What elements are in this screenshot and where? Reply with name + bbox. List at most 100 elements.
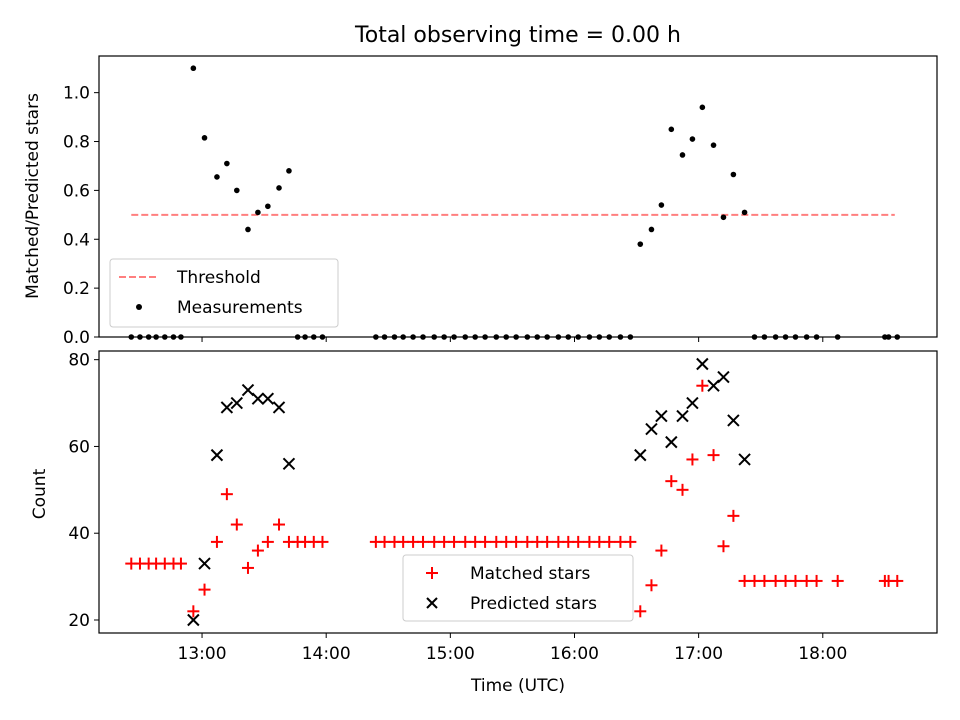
predicted-star-stroke bbox=[230, 396, 244, 410]
matched-star-point bbox=[634, 605, 647, 618]
matched-star-point bbox=[707, 449, 720, 462]
matched-star-point bbox=[187, 605, 200, 618]
predicted-star-point bbox=[727, 414, 740, 427]
legend-matched-swatch bbox=[426, 567, 438, 579]
predicted-star-stroke bbox=[272, 401, 286, 414]
matched-star-point bbox=[758, 574, 771, 587]
predicted-star-stroke bbox=[251, 392, 265, 405]
measurement-point bbox=[699, 104, 706, 111]
bottom-legend: Matched stars Predicted stars bbox=[402, 554, 634, 622]
measurement-point bbox=[276, 185, 282, 191]
xtick-label: 17:00 bbox=[674, 644, 723, 664]
measurement-point bbox=[689, 136, 696, 142]
predicted-star-stroke bbox=[727, 414, 740, 427]
top-ytick-label: 0.2 bbox=[63, 279, 90, 299]
predicted-star-point bbox=[696, 357, 709, 371]
predicted-star-stroke bbox=[210, 448, 224, 462]
predicted-star-point bbox=[272, 401, 286, 414]
predicted-star-stroke bbox=[686, 396, 699, 410]
matched-star-point bbox=[448, 535, 461, 548]
legend-predicted-label: Predicted stars bbox=[470, 594, 597, 614]
xtick-label: 14:00 bbox=[302, 644, 351, 664]
matched-star-point bbox=[655, 544, 668, 557]
bottom-xlabel: Time (UTC) bbox=[470, 676, 565, 696]
matched-star-point bbox=[624, 535, 637, 548]
predicted-star-point bbox=[738, 453, 751, 466]
predicted-star-point bbox=[655, 409, 668, 423]
top-ytick-label: 0.0 bbox=[63, 328, 90, 348]
measurement-point bbox=[679, 152, 686, 158]
matched-star-point bbox=[479, 535, 492, 548]
bottom-ytick-label: 80 bbox=[68, 351, 90, 371]
xtick-label: 15:00 bbox=[426, 644, 475, 664]
predicted-star-point bbox=[261, 392, 275, 405]
bottom-series-predicted-stars bbox=[187, 357, 751, 627]
legend-measurements-swatch bbox=[136, 304, 142, 310]
top-ylabel: Matched/Predicted stars bbox=[23, 93, 43, 299]
matched-star-point bbox=[572, 535, 585, 548]
bottom-panel: Count Time (UTC) 20 40 60 80 13:00 14:00 15:00… bbox=[30, 350, 938, 696]
measurement-point bbox=[648, 226, 655, 233]
predicted-star-stroke bbox=[717, 370, 730, 384]
legend-predicted-swatch bbox=[426, 597, 438, 609]
matched-star-point bbox=[251, 544, 264, 557]
predicted-star-stroke bbox=[696, 357, 709, 371]
top-ytick-label: 0.8 bbox=[63, 133, 90, 153]
top-legend-frame bbox=[109, 258, 339, 328]
predicted-star-stroke bbox=[738, 453, 751, 466]
measurement-point bbox=[741, 209, 748, 216]
bottom-ytick-label: 40 bbox=[68, 524, 90, 544]
predicted-star-stroke bbox=[665, 435, 678, 449]
bottom-axes-frame bbox=[98, 350, 938, 634]
top-axes-frame bbox=[98, 55, 938, 338]
predicted-star-stroke bbox=[634, 448, 647, 462]
matched-star-point bbox=[230, 518, 243, 531]
predicted-star-point bbox=[282, 457, 296, 471]
predicted-star-stroke bbox=[198, 557, 211, 570]
predicted-star-point bbox=[645, 422, 658, 436]
matched-star-point bbox=[417, 535, 430, 548]
bottom-ytick-label: 20 bbox=[68, 611, 90, 631]
matched-star-point bbox=[273, 518, 286, 531]
bottom-series-matched-stars bbox=[125, 379, 904, 618]
measurement-point bbox=[201, 135, 208, 141]
matched-star-point bbox=[810, 574, 823, 587]
matched-star-point bbox=[717, 540, 730, 553]
measurement-point bbox=[245, 226, 251, 233]
measurement-point bbox=[658, 202, 665, 208]
bottom-ytick-label: 60 bbox=[68, 437, 90, 457]
matched-star-point bbox=[261, 535, 274, 548]
measurement-point bbox=[637, 241, 644, 247]
matched-star-point bbox=[891, 574, 904, 587]
predicted-star-point bbox=[707, 379, 720, 392]
predicted-star-stroke bbox=[655, 409, 668, 423]
predicted-star-point bbox=[686, 396, 699, 410]
chart-title: Total observing time = 0.00 h bbox=[354, 23, 681, 48]
matched-star-point bbox=[220, 488, 233, 501]
matched-star-point bbox=[831, 574, 844, 587]
predicted-star-point bbox=[230, 396, 244, 410]
measurement-point bbox=[286, 168, 292, 174]
matched-star-point bbox=[198, 583, 211, 596]
matched-star-point bbox=[174, 557, 187, 570]
measurement-point bbox=[224, 160, 230, 167]
matched-star-point bbox=[789, 574, 802, 587]
predicted-star-stroke bbox=[241, 383, 255, 397]
predicted-star-point bbox=[717, 370, 730, 384]
top-legend: Threshold Measurements bbox=[109, 258, 339, 328]
predicted-star-point bbox=[251, 392, 265, 405]
matched-star-point bbox=[541, 535, 554, 548]
measurement-point bbox=[720, 214, 727, 221]
xtick-label: 13:00 bbox=[178, 644, 227, 664]
measurement-point bbox=[265, 203, 271, 210]
matched-star-point bbox=[696, 379, 709, 392]
predicted-star-point bbox=[187, 613, 200, 627]
predicted-star-point bbox=[676, 409, 689, 423]
top-panel: Matched/Predicted stars 0.0 0.2 0.4 0.6 0.8 1… bbox=[23, 55, 938, 348]
measurement-point bbox=[668, 126, 675, 133]
measurement-point bbox=[730, 171, 737, 178]
matched-star-point bbox=[686, 453, 699, 466]
predicted-star-stroke bbox=[187, 613, 200, 627]
measurement-point bbox=[234, 187, 240, 194]
measurement-point bbox=[255, 209, 261, 216]
